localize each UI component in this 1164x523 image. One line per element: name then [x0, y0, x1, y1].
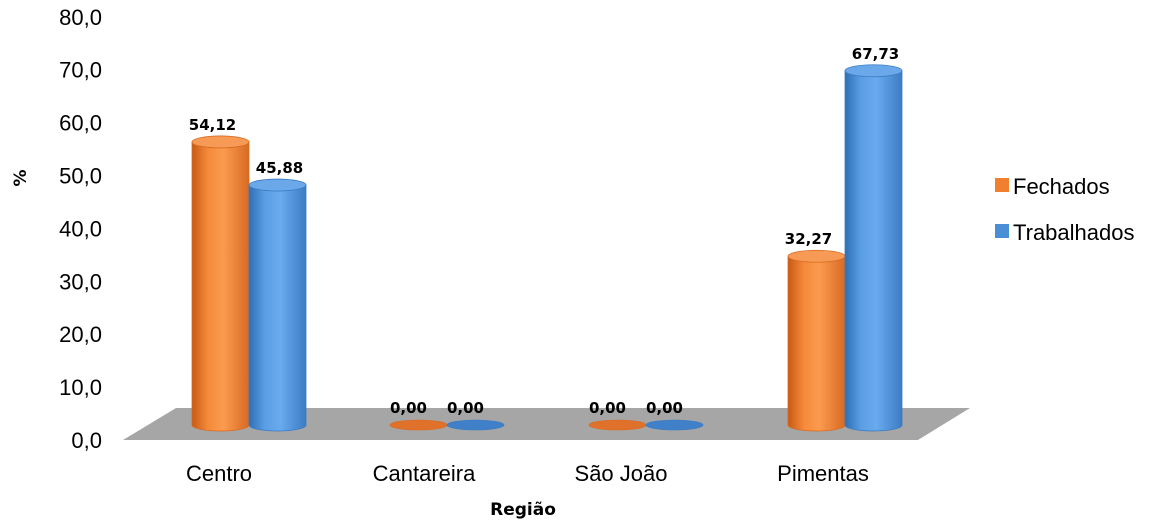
- legend-swatch-trabalhados: [995, 224, 1009, 238]
- bar-top: [787, 249, 846, 263]
- bar-flat: [588, 419, 647, 431]
- bar: [844, 64, 903, 432]
- data-label: 0,00: [447, 399, 484, 417]
- data-label: 45,88: [256, 159, 303, 177]
- y-tick-label: 60,0: [59, 111, 102, 136]
- bar-flat: [389, 419, 448, 431]
- x-tick-label: São João: [575, 461, 668, 486]
- bar-body: [844, 70, 903, 432]
- bar: [446, 419, 505, 431]
- legend: Fechados Trabalhados: [995, 174, 1134, 245]
- bar: [787, 249, 846, 432]
- bars: [191, 64, 903, 432]
- y-tick-label: 20,0: [59, 322, 102, 347]
- y-tick-label: 70,0: [59, 58, 102, 83]
- y-tick-label: 10,0: [59, 375, 102, 400]
- bar-body: [191, 141, 250, 432]
- y-axis-ticks: 0,0 10,0 20,0 30,0 40,0 50,0 60,0 70,0 80,0: [59, 5, 102, 453]
- category-labels: Centro Cantareira São João Pimentas: [186, 461, 869, 486]
- legend-label-fechados: Fechados: [1013, 174, 1110, 199]
- y-tick-label: 40,0: [59, 216, 102, 241]
- data-label: 54,12: [189, 116, 236, 134]
- bar: [389, 419, 448, 431]
- y-tick-label: 50,0: [59, 164, 102, 189]
- data-label: 67,73: [852, 45, 899, 63]
- y-tick-label: 30,0: [59, 269, 102, 294]
- data-label: 0,00: [646, 399, 683, 417]
- data-label: 32,27: [785, 230, 832, 248]
- x-tick-label: Pimentas: [777, 461, 869, 486]
- bar-top: [844, 64, 903, 78]
- data-labels: 54,12 45,88 0,00 0,00 0,00 0,00 32,27 67,73: [189, 45, 899, 417]
- legend-swatch-fechados: [995, 178, 1009, 192]
- x-tick-label: Cantareira: [373, 461, 476, 486]
- y-tick-label: 0,0: [71, 428, 102, 453]
- bar-body: [248, 184, 307, 432]
- bar: [191, 135, 250, 432]
- bar: [588, 419, 647, 431]
- x-axis-title: Região: [490, 500, 556, 520]
- bar-top: [248, 178, 307, 192]
- bar: [645, 419, 704, 431]
- bar-body: [787, 255, 846, 432]
- bar: [248, 178, 307, 432]
- data-label: 0,00: [589, 399, 626, 417]
- data-label: 0,00: [390, 399, 427, 417]
- chart-floor: [123, 408, 970, 440]
- y-tick-label: 80,0: [59, 5, 102, 30]
- bar-top: [191, 135, 250, 149]
- x-tick-label: Centro: [186, 461, 252, 486]
- bar-flat: [446, 419, 505, 431]
- y-axis-title: %: [11, 169, 31, 186]
- bar-flat: [645, 419, 704, 431]
- legend-label-trabalhados: Trabalhados: [1013, 220, 1134, 245]
